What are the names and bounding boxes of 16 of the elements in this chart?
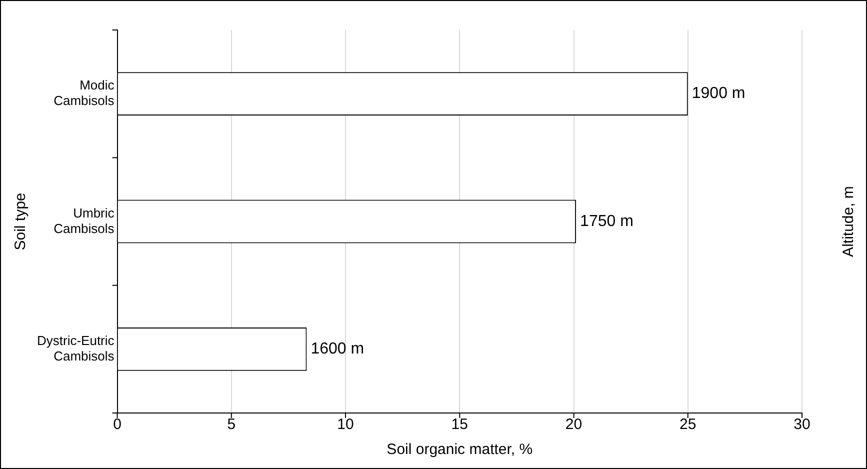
- y2-axis-title: Altitude, m: [840, 186, 858, 257]
- y-tick-label: Umbric Cambisols: [54, 205, 115, 236]
- x-tick-label: 15: [451, 416, 468, 434]
- y-tick-label: Modic Cambisols: [54, 78, 115, 108]
- x-tick-label: 10: [337, 416, 354, 434]
- annotation: 1900 m: [692, 85, 746, 102]
- x-tick-label: 0: [113, 416, 122, 434]
- x-tick-label: 30: [794, 416, 810, 434]
- x-axis-title: Soil organic matter, %: [386, 441, 533, 458]
- y-axis-title: Soil type: [12, 192, 30, 250]
- y-tick-label: Dystric-Eutric Cambisols: [36, 332, 115, 364]
- annotation: 1750 m: [580, 212, 634, 230]
- x-tick-label: 25: [680, 416, 696, 434]
- x-tick-label: 5: [227, 416, 236, 434]
- annotation: 1600 m: [310, 340, 364, 358]
- x-tick-label: 20: [565, 416, 582, 434]
